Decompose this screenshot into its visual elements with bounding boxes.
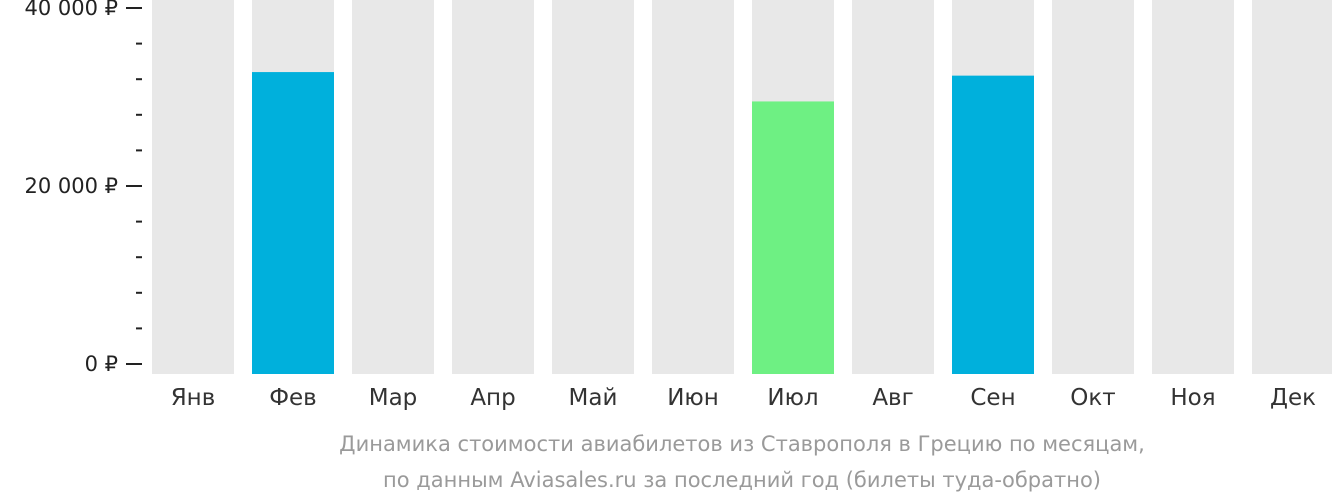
background-bar	[1252, 0, 1332, 374]
background-bar	[452, 0, 534, 374]
y-tick-label: 40 000 ₽	[24, 0, 118, 20]
chart-caption-line-1: Динамика стоимости авиабилетов из Ставро…	[339, 432, 1145, 456]
y-axis: 0 ₽ 20 000 ₽ 40 000 ₽	[24, 0, 142, 376]
month-label: Янв	[171, 385, 216, 411]
background-bar	[1052, 0, 1134, 374]
month-label: Фев	[269, 385, 317, 411]
background-bar	[552, 0, 634, 374]
x-axis-labels: Янв Фев Мар Апр Май Июн Июл Авг Сен Окт Ноя Дек	[171, 385, 1316, 411]
month-label: Сен	[970, 385, 1015, 411]
y-tick-label: 20 000 ₽	[24, 174, 118, 198]
month-label: Апр	[470, 385, 515, 411]
background-bar	[152, 0, 234, 374]
bar-Фев	[252, 72, 334, 374]
y-tick-label: 0 ₽	[85, 352, 118, 376]
data-bars	[252, 72, 1034, 374]
month-label: Май	[569, 385, 618, 411]
bar-Июл	[752, 101, 834, 374]
background-bar	[852, 0, 934, 374]
background-bar	[352, 0, 434, 374]
month-label: Дек	[1270, 385, 1316, 411]
month-label: Июн	[667, 385, 719, 411]
background-bar	[652, 0, 734, 374]
month-label: Окт	[1070, 385, 1115, 411]
month-label: Мар	[369, 385, 418, 411]
bar-Сен	[952, 75, 1034, 374]
chart-caption-line-2: по данным Aviasales.ru за последний год …	[383, 468, 1101, 492]
month-label: Ноя	[1170, 385, 1215, 411]
month-label: Авг	[872, 385, 913, 411]
background-bar	[1152, 0, 1234, 374]
month-label: Июл	[767, 385, 818, 411]
